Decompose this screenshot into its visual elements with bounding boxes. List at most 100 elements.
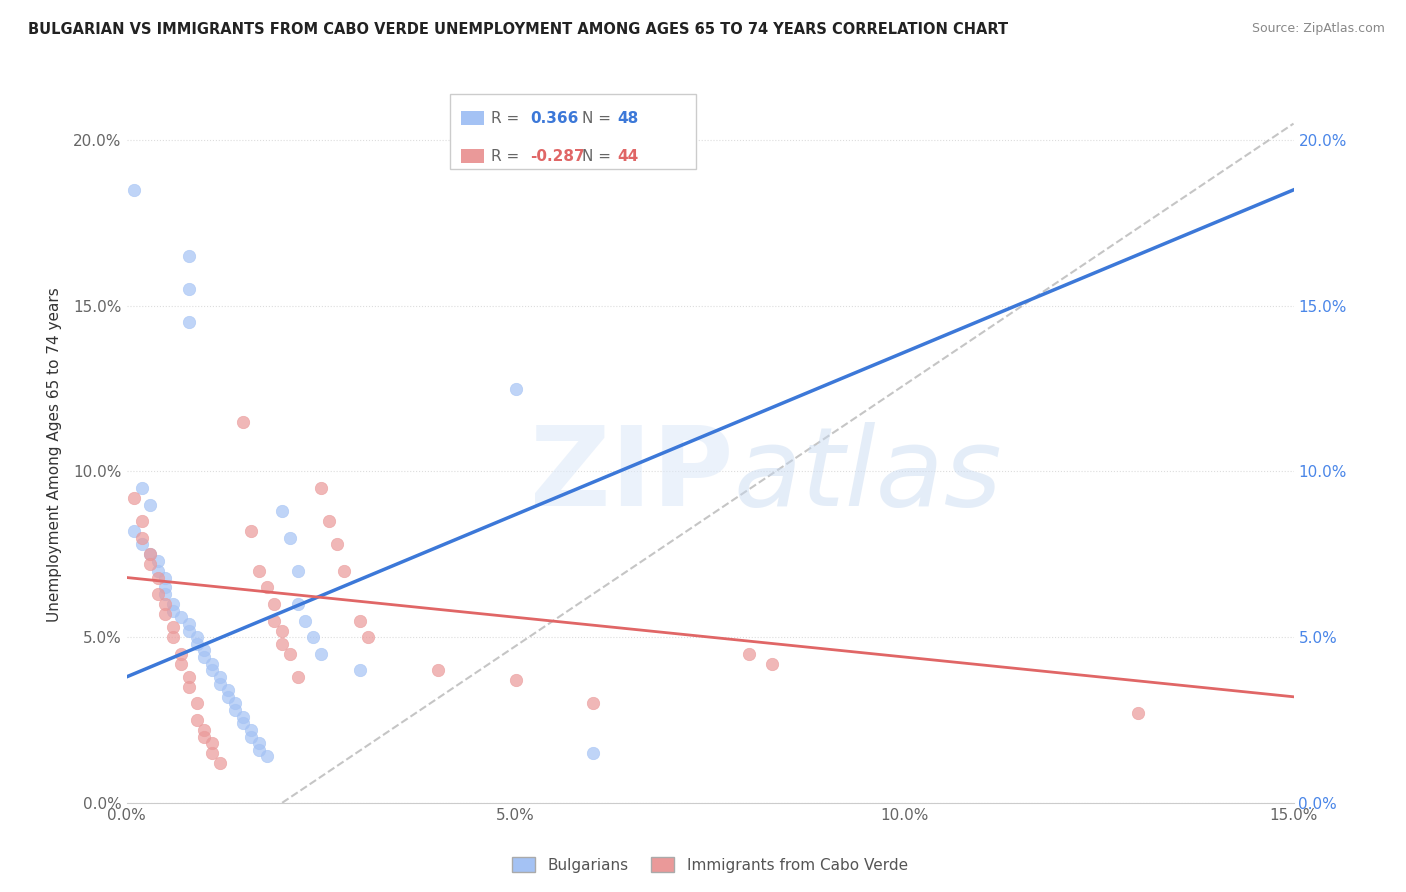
- Point: [217, 690, 239, 704]
- Point: [177, 624, 200, 638]
- Point: [240, 723, 263, 737]
- Point: [177, 616, 200, 631]
- Text: R =: R =: [491, 149, 524, 164]
- Point: [201, 663, 224, 677]
- Point: [139, 498, 162, 512]
- Point: [193, 723, 215, 737]
- Point: [247, 564, 270, 578]
- Point: [124, 491, 146, 505]
- Point: [146, 587, 169, 601]
- Point: [162, 604, 184, 618]
- Point: [170, 610, 193, 624]
- Legend: Bulgarians, Immigrants from Cabo Verde: Bulgarians, Immigrants from Cabo Verde: [506, 850, 914, 879]
- Point: [232, 716, 254, 731]
- Point: [271, 504, 294, 518]
- Text: N =: N =: [582, 149, 616, 164]
- Point: [271, 637, 294, 651]
- Point: [170, 647, 193, 661]
- Text: atlas: atlas: [734, 422, 1002, 529]
- Point: [240, 730, 263, 744]
- Point: [177, 670, 200, 684]
- Point: [208, 756, 231, 770]
- Point: [193, 730, 215, 744]
- Point: [186, 697, 208, 711]
- Point: [278, 647, 301, 661]
- Point: [201, 657, 224, 671]
- Point: [1126, 706, 1149, 721]
- Point: [309, 481, 332, 495]
- Point: [426, 663, 449, 677]
- Point: [177, 680, 200, 694]
- Point: [582, 746, 605, 760]
- Point: [193, 643, 215, 657]
- Point: [287, 564, 309, 578]
- Point: [155, 587, 177, 601]
- Point: [325, 537, 347, 551]
- Point: [208, 670, 231, 684]
- Point: [278, 531, 301, 545]
- Point: [162, 630, 184, 644]
- Text: R =: R =: [491, 111, 524, 126]
- Point: [263, 614, 285, 628]
- Text: 44: 44: [617, 149, 638, 164]
- Point: [155, 581, 177, 595]
- Point: [139, 547, 162, 561]
- Point: [201, 736, 224, 750]
- Point: [232, 709, 254, 723]
- Text: ZIP: ZIP: [530, 422, 734, 529]
- Point: [256, 581, 278, 595]
- Point: [177, 249, 200, 263]
- Point: [271, 624, 294, 638]
- Point: [247, 743, 270, 757]
- Point: [217, 683, 239, 698]
- Point: [186, 713, 208, 727]
- Point: [287, 670, 309, 684]
- Point: [193, 650, 215, 665]
- Point: [333, 564, 356, 578]
- Point: [124, 524, 146, 538]
- Point: [177, 282, 200, 296]
- Text: 48: 48: [617, 111, 638, 126]
- Point: [177, 315, 200, 329]
- Point: [256, 749, 278, 764]
- Point: [224, 703, 246, 717]
- Point: [232, 415, 254, 429]
- Point: [761, 657, 783, 671]
- Point: [505, 382, 527, 396]
- Point: [738, 647, 761, 661]
- Point: [186, 637, 208, 651]
- Point: [263, 597, 285, 611]
- Point: [170, 657, 193, 671]
- Point: [247, 736, 270, 750]
- Point: [139, 558, 162, 572]
- Point: [155, 607, 177, 621]
- Point: [302, 630, 325, 644]
- Point: [318, 514, 340, 528]
- Point: [131, 531, 153, 545]
- Point: [201, 746, 224, 760]
- Text: 0.366: 0.366: [530, 111, 578, 126]
- Point: [146, 570, 169, 584]
- Point: [186, 630, 208, 644]
- Point: [146, 564, 169, 578]
- Point: [155, 570, 177, 584]
- Point: [162, 620, 184, 634]
- Point: [131, 481, 153, 495]
- Point: [582, 697, 605, 711]
- Point: [224, 697, 246, 711]
- Point: [505, 673, 527, 688]
- Point: [349, 663, 371, 677]
- Point: [155, 597, 177, 611]
- Point: [208, 676, 231, 690]
- Point: [240, 524, 263, 538]
- Point: [131, 514, 153, 528]
- Text: BULGARIAN VS IMMIGRANTS FROM CABO VERDE UNEMPLOYMENT AMONG AGES 65 TO 74 YEARS C: BULGARIAN VS IMMIGRANTS FROM CABO VERDE …: [28, 22, 1008, 37]
- Point: [124, 183, 146, 197]
- Y-axis label: Unemployment Among Ages 65 to 74 years: Unemployment Among Ages 65 to 74 years: [48, 287, 62, 623]
- Text: N =: N =: [582, 111, 616, 126]
- Text: -0.287: -0.287: [530, 149, 585, 164]
- Point: [294, 614, 316, 628]
- Point: [287, 597, 309, 611]
- Text: Source: ZipAtlas.com: Source: ZipAtlas.com: [1251, 22, 1385, 36]
- Point: [162, 597, 184, 611]
